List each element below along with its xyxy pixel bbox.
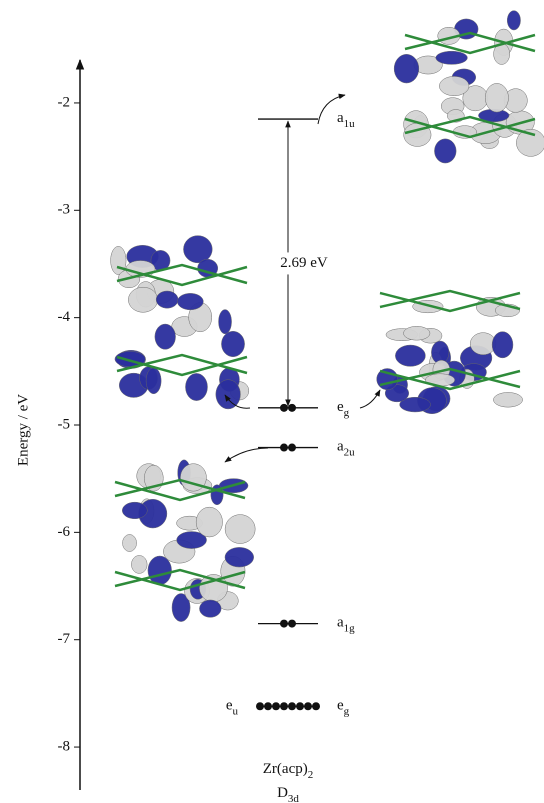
lobe	[436, 51, 468, 64]
electron	[272, 702, 280, 710]
level-sub: 2u	[344, 446, 356, 458]
electron	[288, 444, 296, 452]
electrons	[280, 444, 296, 452]
orbital-picture	[115, 460, 255, 622]
lobe	[183, 236, 212, 263]
level-left-sub: u	[233, 705, 239, 717]
molecule-label: Zr(acp)2	[263, 761, 313, 780]
lobe	[225, 547, 254, 567]
level-sub: 1u	[344, 118, 356, 130]
molecule-sub: 2	[308, 769, 314, 781]
lobe	[216, 380, 241, 409]
electron	[288, 620, 296, 628]
electron	[288, 702, 296, 710]
lobe	[439, 76, 469, 95]
lobe	[225, 515, 255, 544]
callout-arrow	[360, 390, 380, 408]
orbital-picture	[377, 291, 523, 414]
orbital-picture	[394, 11, 544, 163]
level-label: eg	[337, 399, 350, 418]
molecule-name: Zr(acp)	[263, 761, 308, 777]
y-tick-label: -3	[58, 202, 71, 218]
lobe	[196, 507, 222, 537]
level-label: a1g	[337, 615, 355, 634]
callout-arrow	[225, 448, 268, 462]
lobe	[404, 326, 430, 340]
level-label: a2u	[337, 439, 355, 458]
electron	[296, 702, 304, 710]
lobe	[128, 287, 157, 312]
orbital-pictures	[111, 11, 544, 622]
y-tick-label: -4	[58, 309, 71, 325]
orbital-picture	[111, 236, 249, 409]
electron	[280, 702, 288, 710]
lobe	[155, 324, 176, 349]
electrons	[280, 620, 296, 628]
lobe	[492, 332, 513, 358]
electron	[256, 702, 264, 710]
lobe	[123, 534, 137, 551]
symmetry-label: D3d	[277, 785, 299, 803]
lobe	[122, 502, 147, 519]
electron	[280, 620, 288, 628]
lobe	[156, 291, 178, 308]
symmetry-name: D	[277, 785, 288, 801]
lobe	[185, 373, 207, 400]
lobe	[485, 83, 508, 112]
chart: Energy / eV Zr(acp)2 D3d -2 -3 -4 -5 -6 -7 -8 a…	[0, 0, 544, 803]
lobe	[394, 54, 419, 83]
level-label: a1u	[337, 110, 355, 129]
level-sub: g	[344, 705, 350, 717]
electron	[280, 404, 288, 412]
y-tick-label: -8	[58, 738, 71, 754]
symmetry-sub: 3d	[288, 793, 300, 803]
electron	[264, 702, 272, 710]
lobe	[434, 139, 456, 163]
gap-label: 2.69 eV	[280, 255, 328, 271]
electron	[304, 702, 312, 710]
level-sub: g	[344, 406, 350, 418]
y-axis-label: Energy / eV	[15, 394, 31, 466]
page: {"chart_data": {"type": "levels", "y_lab…	[0, 0, 544, 803]
level-left-label: eu	[226, 698, 239, 717]
level-sub: 1g	[344, 622, 356, 634]
lobe	[177, 293, 203, 309]
lobe	[221, 331, 244, 356]
y-tick-label: -6	[58, 524, 71, 540]
lobe	[219, 310, 232, 334]
lobe	[199, 600, 221, 617]
lobe	[111, 246, 126, 274]
electron	[288, 404, 296, 412]
lobe	[148, 556, 172, 585]
electron	[280, 444, 288, 452]
y-tick-label: -5	[58, 416, 71, 432]
lobe	[146, 368, 161, 394]
lobe	[131, 555, 147, 573]
electrons	[256, 702, 320, 710]
level-label: eg	[337, 698, 350, 717]
lobe	[395, 345, 425, 366]
y-tick-label: -2	[58, 94, 71, 110]
y-tick-label: -7	[58, 631, 71, 647]
lobe	[507, 11, 520, 30]
electron	[312, 702, 320, 710]
lobe	[493, 392, 522, 407]
